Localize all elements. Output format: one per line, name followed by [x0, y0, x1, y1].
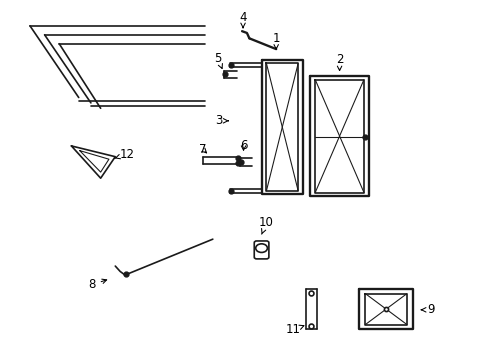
Text: 6: 6	[239, 139, 247, 152]
Text: 1: 1	[272, 32, 279, 49]
Text: 8: 8	[88, 278, 106, 291]
Text: 9: 9	[421, 303, 434, 316]
Text: 11: 11	[285, 323, 304, 336]
Text: 10: 10	[259, 216, 273, 234]
Text: 3: 3	[215, 114, 228, 127]
Text: 12: 12	[115, 148, 135, 161]
Text: 2: 2	[335, 53, 343, 71]
Text: 5: 5	[214, 51, 222, 68]
Text: 4: 4	[239, 12, 246, 28]
Text: 7: 7	[199, 143, 206, 156]
